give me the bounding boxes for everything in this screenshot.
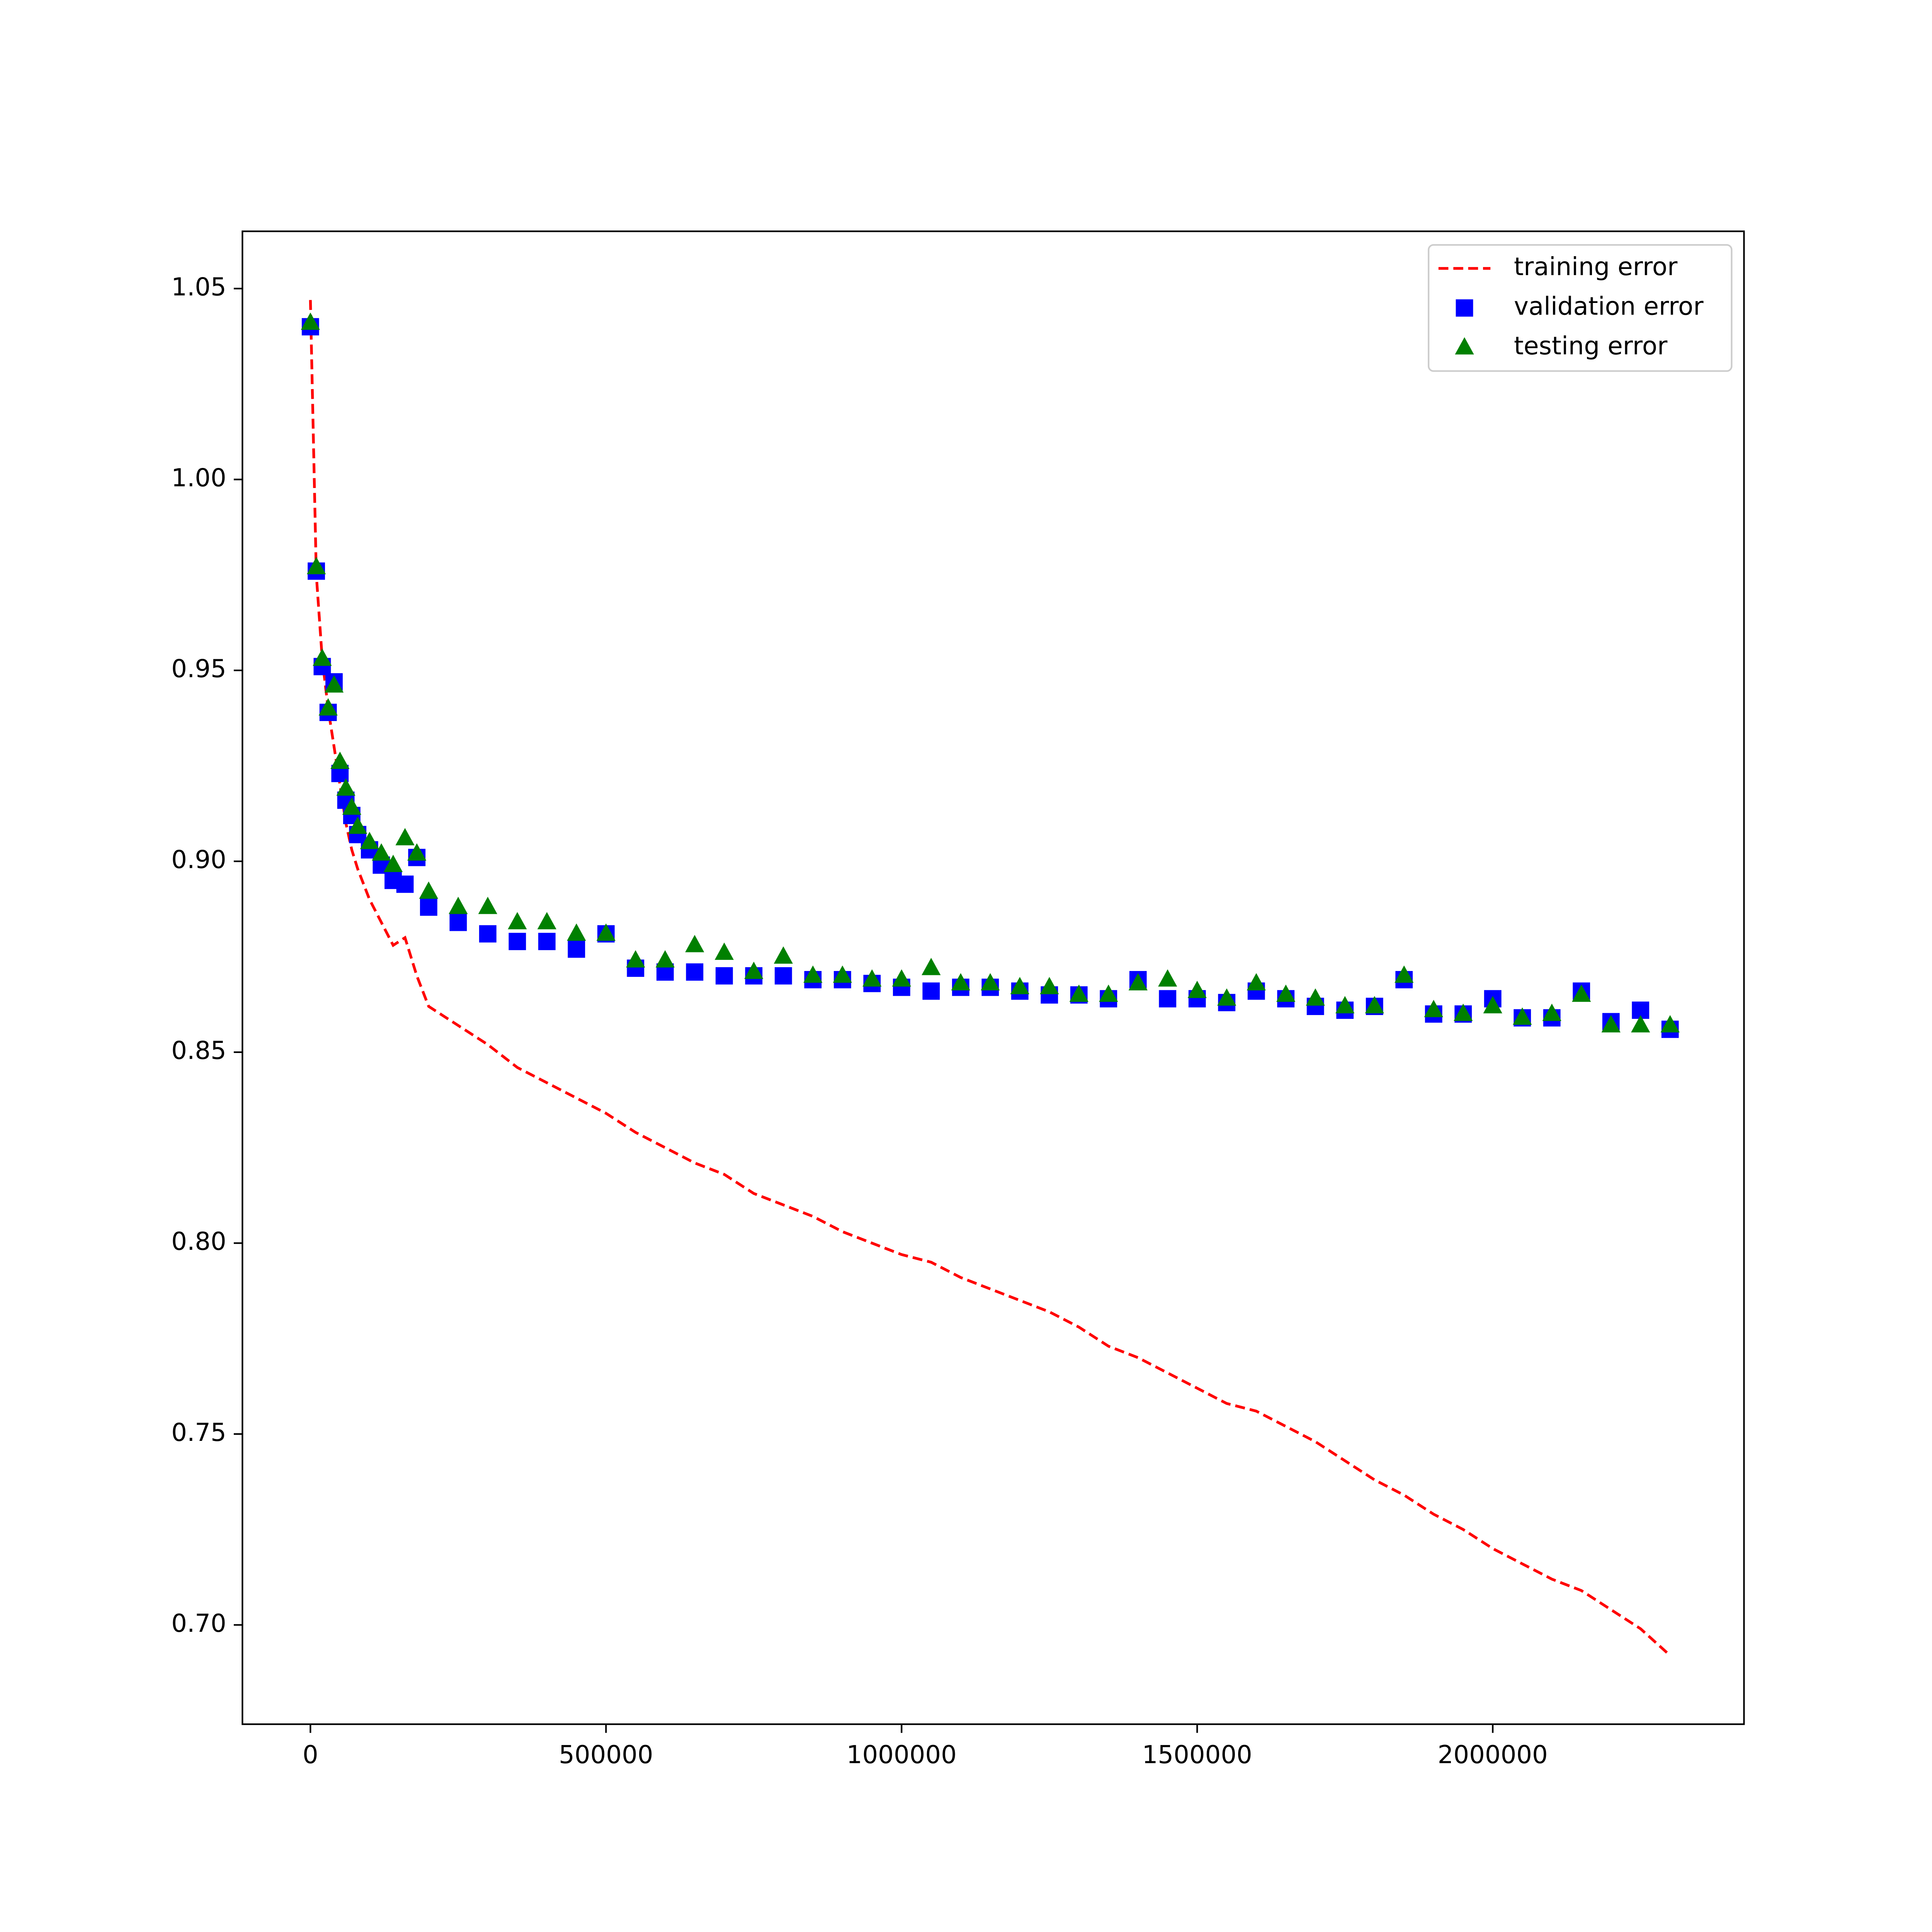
square-marker <box>568 940 585 958</box>
triangle-marker <box>1010 977 1029 995</box>
marker-group <box>301 318 1679 1038</box>
triangle-marker <box>313 648 332 666</box>
square-marker <box>449 913 467 931</box>
triangle-marker <box>1069 984 1088 1002</box>
triangle-marker <box>1276 984 1296 1002</box>
triangle-marker <box>774 946 793 964</box>
x-tick-label: 2000000 <box>1438 1741 1548 1769</box>
marker-group <box>301 312 1680 1032</box>
triangle-marker <box>407 843 427 861</box>
triangle-marker <box>1040 977 1059 995</box>
triangle-marker <box>360 832 379 849</box>
legend-swatch <box>1456 299 1473 317</box>
x-tick-label: 1500000 <box>1142 1741 1252 1769</box>
triangle-marker <box>383 855 403 872</box>
triangle-marker <box>803 965 823 983</box>
triangle-marker <box>1099 984 1118 1002</box>
triangle-marker <box>1365 996 1384 1014</box>
triangle-marker <box>1660 1015 1680 1032</box>
triangle-marker <box>301 312 320 330</box>
legend-label: testing error <box>1514 332 1668 361</box>
triangle-marker <box>744 961 764 979</box>
triangle-marker <box>862 969 882 987</box>
triangle-marker <box>714 942 734 960</box>
square-marker <box>420 898 437 916</box>
triangle-marker <box>508 912 527 930</box>
triangle-marker <box>419 881 438 899</box>
x-tick-label: 1000000 <box>847 1741 957 1769</box>
triangle-marker <box>685 935 704 952</box>
y-tick-label: 0.95 <box>171 655 226 684</box>
y-tick-label: 1.00 <box>171 464 226 492</box>
triangle-marker <box>1631 1015 1650 1032</box>
triangle-marker <box>1335 996 1355 1014</box>
triangle-marker <box>1483 996 1502 1014</box>
y-tick-label: 0.75 <box>171 1418 226 1447</box>
triangle-marker <box>336 778 355 796</box>
triangle-marker <box>306 557 326 575</box>
square-marker <box>774 967 792 985</box>
triangle-marker <box>1128 973 1148 991</box>
y-tick-label: 0.80 <box>171 1228 226 1256</box>
triangle-marker <box>1395 965 1414 983</box>
y-tick-label: 0.85 <box>171 1037 226 1065</box>
legend-label: validation error <box>1514 293 1704 321</box>
triangle-marker <box>1513 1007 1532 1025</box>
plot-frame <box>242 230 1745 1725</box>
triangle-marker <box>655 950 675 968</box>
triangle-marker <box>395 828 415 845</box>
legend-box <box>1428 244 1733 372</box>
x-tick-label: 500000 <box>559 1741 653 1769</box>
triangle-marker <box>1306 988 1325 1006</box>
square-marker <box>715 967 733 985</box>
square-marker <box>479 925 497 943</box>
triangle-marker <box>567 923 586 941</box>
triangle-marker <box>348 816 367 834</box>
triangle-marker <box>1542 1003 1561 1021</box>
x-tick-label: 0 <box>303 1741 318 1769</box>
triangle-marker <box>324 675 344 693</box>
triangle-marker <box>478 896 497 914</box>
triangle-marker <box>1217 988 1236 1006</box>
legend: training error validation error testing er… <box>1428 244 1733 372</box>
triangle-marker <box>596 923 616 941</box>
triangle-marker <box>981 973 1000 991</box>
legend-label: training error <box>1514 253 1678 281</box>
triangle-marker <box>449 896 468 914</box>
triangle-marker <box>537 912 556 930</box>
y-tick-label: 0.70 <box>171 1609 226 1638</box>
training-line <box>309 300 1671 1656</box>
y-tick-label: 1.05 <box>171 273 226 301</box>
triangle-marker <box>1454 1003 1473 1021</box>
triangle-marker <box>318 698 338 716</box>
legend-swatch <box>1455 337 1474 355</box>
square-marker <box>686 963 704 981</box>
square-marker <box>1159 990 1177 1008</box>
triangle-marker <box>330 752 350 769</box>
square-marker <box>396 875 414 893</box>
square-marker <box>538 933 556 950</box>
triangle-marker <box>1187 981 1207 998</box>
triangle-marker <box>922 957 941 975</box>
triangle-marker <box>1601 1015 1621 1032</box>
square-marker <box>509 933 526 950</box>
triangle-marker <box>1572 984 1591 1002</box>
triangle-marker <box>1158 969 1177 987</box>
triangle-marker <box>1424 1000 1443 1017</box>
y-tick-label: 0.90 <box>171 846 226 874</box>
triangle-marker <box>892 969 911 987</box>
triangle-marker <box>951 973 970 991</box>
triangle-marker <box>372 843 391 861</box>
triangle-marker <box>833 965 852 983</box>
square-marker <box>922 982 940 1000</box>
triangle-marker <box>626 950 645 968</box>
triangle-marker <box>342 797 362 815</box>
triangle-marker <box>1247 973 1266 991</box>
plot-area <box>301 300 1680 1656</box>
